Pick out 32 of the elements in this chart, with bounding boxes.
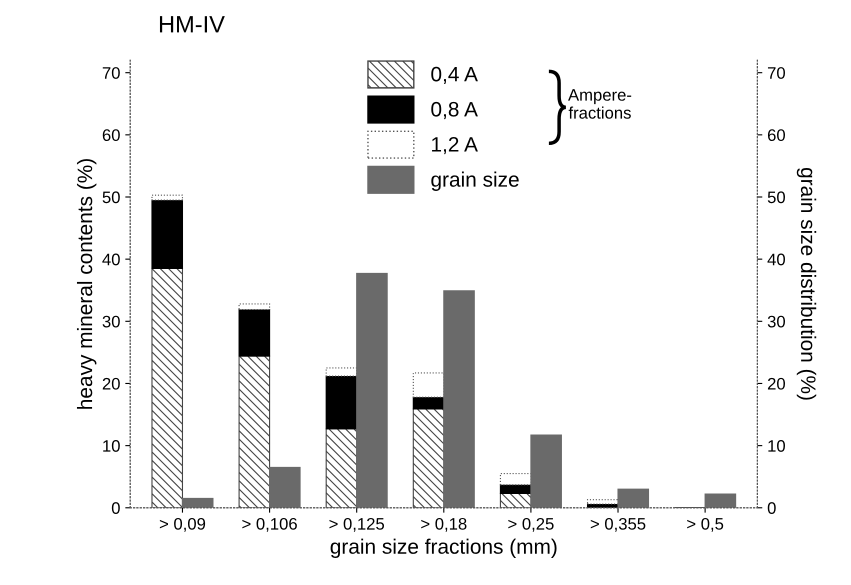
legend-label: 0,8 A	[431, 102, 478, 120]
y2-tick-label: 50	[768, 191, 785, 204]
y-axis-title: heavy mineral contents (%)	[76, 159, 96, 409]
y2-tick-label: 10	[768, 440, 785, 452]
x-tick-label: > 0,5	[687, 518, 724, 532]
y-tick-label: 60	[102, 129, 120, 142]
x-tick-label: > 0,25	[508, 518, 554, 532]
y2-tick-label: 20	[768, 378, 785, 390]
x-tick-label: > 0,125	[329, 518, 384, 532]
y-tick-label: 30	[102, 316, 120, 328]
y-tick-label: 70	[102, 67, 120, 79]
y-tick-label: 50	[102, 191, 120, 204]
y-tick-label: 20	[102, 378, 120, 390]
y-tick-label: 40	[102, 254, 120, 266]
x-tick-label: > 0,106	[242, 518, 297, 532]
x-tick-label: > 0,09	[160, 518, 206, 532]
x-tick-label: > 0,355	[590, 518, 646, 532]
annotation: Ampere- fractions	[568, 89, 632, 119]
y2-tick-label: 70	[768, 67, 785, 79]
y2-tick-label: 30	[768, 316, 785, 328]
y2-axis-title: grain size distribution (%)	[796, 168, 816, 400]
y2-tick-label: 40	[767, 254, 785, 266]
y2-tick-label: 60	[768, 129, 785, 142]
x-axis-title: grain size fractions (mm)	[330, 538, 557, 558]
x-tick-label: > 0,18	[421, 518, 466, 532]
y-tick-label: 10	[103, 440, 120, 452]
legend-label: 0,4 A	[431, 66, 478, 84]
chart-title: HM-IV	[160, 16, 225, 32]
y-tick-label: 0	[112, 502, 120, 514]
legend-label: grain size	[431, 172, 519, 191]
legend-label: 1,2 A	[432, 136, 478, 154]
y2-tick-label: 0	[768, 502, 776, 514]
